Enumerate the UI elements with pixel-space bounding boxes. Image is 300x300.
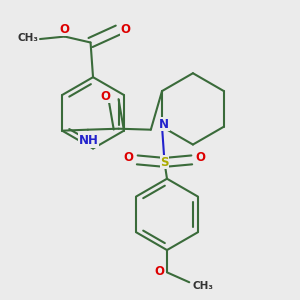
Text: O: O (195, 151, 205, 164)
Text: O: O (154, 265, 164, 278)
Text: O: O (60, 22, 70, 36)
Text: O: O (120, 22, 130, 36)
Text: O: O (124, 151, 134, 164)
Text: N: N (159, 118, 169, 131)
Text: CH₃: CH₃ (17, 33, 38, 43)
Text: CH₃: CH₃ (193, 281, 214, 291)
Text: O: O (100, 89, 110, 103)
Text: NH: NH (79, 134, 99, 147)
Text: S: S (160, 156, 169, 169)
